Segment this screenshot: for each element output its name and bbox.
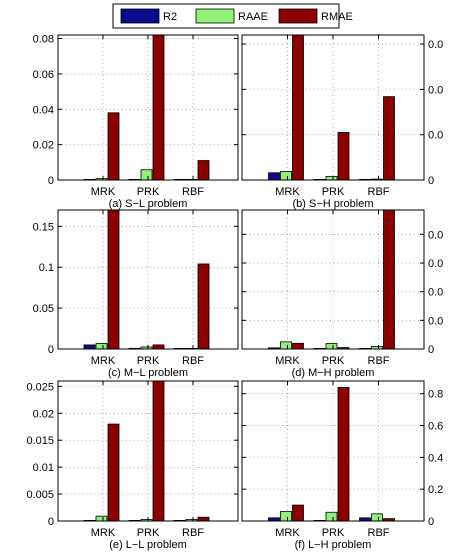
y-tick-label: 0	[428, 516, 434, 528]
bar-raae-prk	[325, 175, 338, 181]
panel-caption: (a) S−L problem	[109, 198, 188, 210]
legend-swatch-r2	[120, 8, 160, 24]
x-tick-label-prk: PRK	[322, 186, 345, 198]
bar-raae-prk	[325, 343, 338, 350]
x-tick-label-prk: PRK	[137, 186, 160, 198]
y-tick-label: 0	[48, 175, 54, 187]
legend-swatch-rmae	[278, 8, 318, 24]
y-tick-label: 0.025	[26, 381, 54, 393]
panel-d: 0 0.0 0.0 0.0 0.0 MRK PRK RBF(d) M−H problem	[241, 209, 443, 379]
x-tick-label-mrk: MRK	[275, 186, 300, 198]
x-tick-label-rbf: RBF	[182, 355, 204, 367]
y-tick-label: 0.02	[33, 408, 54, 420]
y-tick-label: 0.01	[33, 462, 54, 474]
y-tick-label: 0.0	[428, 287, 443, 299]
bar-rmae-mrk	[292, 34, 304, 181]
legend-label-rmae: RMAE	[321, 11, 353, 23]
x-tick-label-rbf: RBF	[182, 186, 204, 198]
y-tick-label: 0.0	[428, 229, 443, 241]
bar-r2-mrk	[268, 172, 280, 181]
y-tick-label: 0	[48, 344, 54, 356]
panel-caption: (c) M−L problem	[108, 367, 188, 379]
y-tick-label: 0.0	[428, 258, 443, 270]
bar-rmae-mrk	[107, 423, 120, 522]
y-tick-label: 0.0	[428, 84, 443, 96]
x-tick-label-rbf: RBF	[368, 527, 390, 539]
y-tick-label: 0.02	[33, 140, 54, 152]
panel-c: 0 0.05 0.1 0.15 MRK PRK RBF(c) M−L problem	[33, 209, 239, 379]
legend-label-raae: RAAE	[238, 11, 268, 23]
bar-rmae-rbf	[197, 516, 210, 522]
panel-f: 0 0.2 0.4 0.6 0.8 MRK PRK RBF(f) L−H problem	[241, 380, 443, 551]
y-tick-label: 0.15	[33, 221, 54, 233]
bar-raae-mrk	[95, 515, 108, 522]
bar-rmae-rbf	[197, 160, 210, 181]
panel-caption: (f) L−H problem	[295, 539, 372, 551]
x-tick-label-prk: PRK	[137, 527, 160, 539]
bar-rmae-mrk	[292, 342, 304, 350]
bar-rmae-prk	[152, 380, 165, 522]
y-tick-label: 0.06	[33, 69, 54, 81]
bar-raae-mrk	[280, 170, 292, 181]
bar-raae-rbf	[371, 513, 383, 522]
y-tick-label: 0.6	[428, 421, 443, 433]
y-tick-label: 0.04	[33, 104, 54, 116]
x-tick-label-rbf: RBF	[368, 355, 390, 367]
bar-raae-mrk	[95, 343, 108, 350]
bar-rmae-prk	[152, 344, 165, 350]
x-tick-label-prk: PRK	[137, 355, 160, 367]
x-tick-label-prk: PRK	[322, 355, 345, 367]
bar-raae-prk	[140, 169, 153, 181]
x-tick-label-mrk: MRK	[91, 527, 116, 539]
panel-caption: (b) S−H problem	[292, 198, 373, 210]
x-tick-label-mrk: MRK	[275, 355, 300, 367]
panel-caption: (e) L−L problem	[109, 539, 187, 551]
bar-r2-mrk	[83, 344, 96, 350]
y-tick-label: 0	[428, 344, 434, 356]
bar-rmae-prk	[152, 34, 165, 181]
x-tick-label-mrk: MRK	[91, 355, 116, 367]
y-tick-label: 0.0	[428, 130, 443, 142]
y-tick-label: 0.4	[428, 452, 443, 464]
bar-rmae-mrk	[107, 112, 120, 181]
y-tick-label: 0	[428, 175, 434, 187]
bar-rmae-rbf	[383, 209, 395, 350]
panel-e: 0 0.005 0.01 0.015 0.02 0.025 MRK PRK RBF(e) L−L…	[26, 380, 239, 551]
bar-raae-mrk	[280, 341, 292, 350]
y-tick-label: 0.005	[26, 489, 54, 501]
legend: R2 RAAE RMAE	[112, 3, 353, 29]
x-tick-label-mrk: MRK	[275, 527, 300, 539]
y-tick-label: 0.015	[26, 435, 54, 447]
x-tick-label-prk: PRK	[322, 527, 345, 539]
x-tick-label-mrk: MRK	[91, 186, 116, 198]
bar-rmae-prk	[337, 386, 350, 522]
x-tick-label-rbf: RBF	[368, 186, 390, 198]
y-tick-label: 0.08	[33, 34, 54, 46]
panel-a: 0 0.02 0.04 0.06 0.08 MRK PRK RBF(a) S−L proble…	[33, 34, 239, 210]
y-tick-label: 0.0	[428, 315, 443, 327]
panel-caption: (d) M−H problem	[292, 367, 375, 379]
bar-rmae-mrk	[292, 504, 304, 522]
y-tick-label: 0.8	[428, 389, 443, 401]
bar-raae-prk	[325, 511, 338, 522]
legend-swatch-raae	[195, 8, 235, 24]
bar-rmae-prk	[337, 132, 350, 181]
legend-label-r2: R2	[163, 11, 177, 23]
bar-rmae-rbf	[197, 263, 210, 350]
y-tick-label: 0.2	[428, 484, 443, 496]
y-tick-label: 0.0	[428, 39, 443, 51]
y-tick-label: 0.05	[33, 303, 54, 315]
x-tick-label-rbf: RBF	[182, 527, 204, 539]
bar-raae-mrk	[280, 511, 292, 522]
panel-b: 0 0.0 0.0 0.0 MRK PRK RBF(b) S−H problem	[241, 34, 443, 210]
bar-rmae-rbf	[383, 96, 395, 181]
bar-rmae-mrk	[107, 209, 120, 350]
y-tick-label: 0.1	[39, 262, 54, 274]
y-tick-label: 0	[48, 516, 54, 528]
